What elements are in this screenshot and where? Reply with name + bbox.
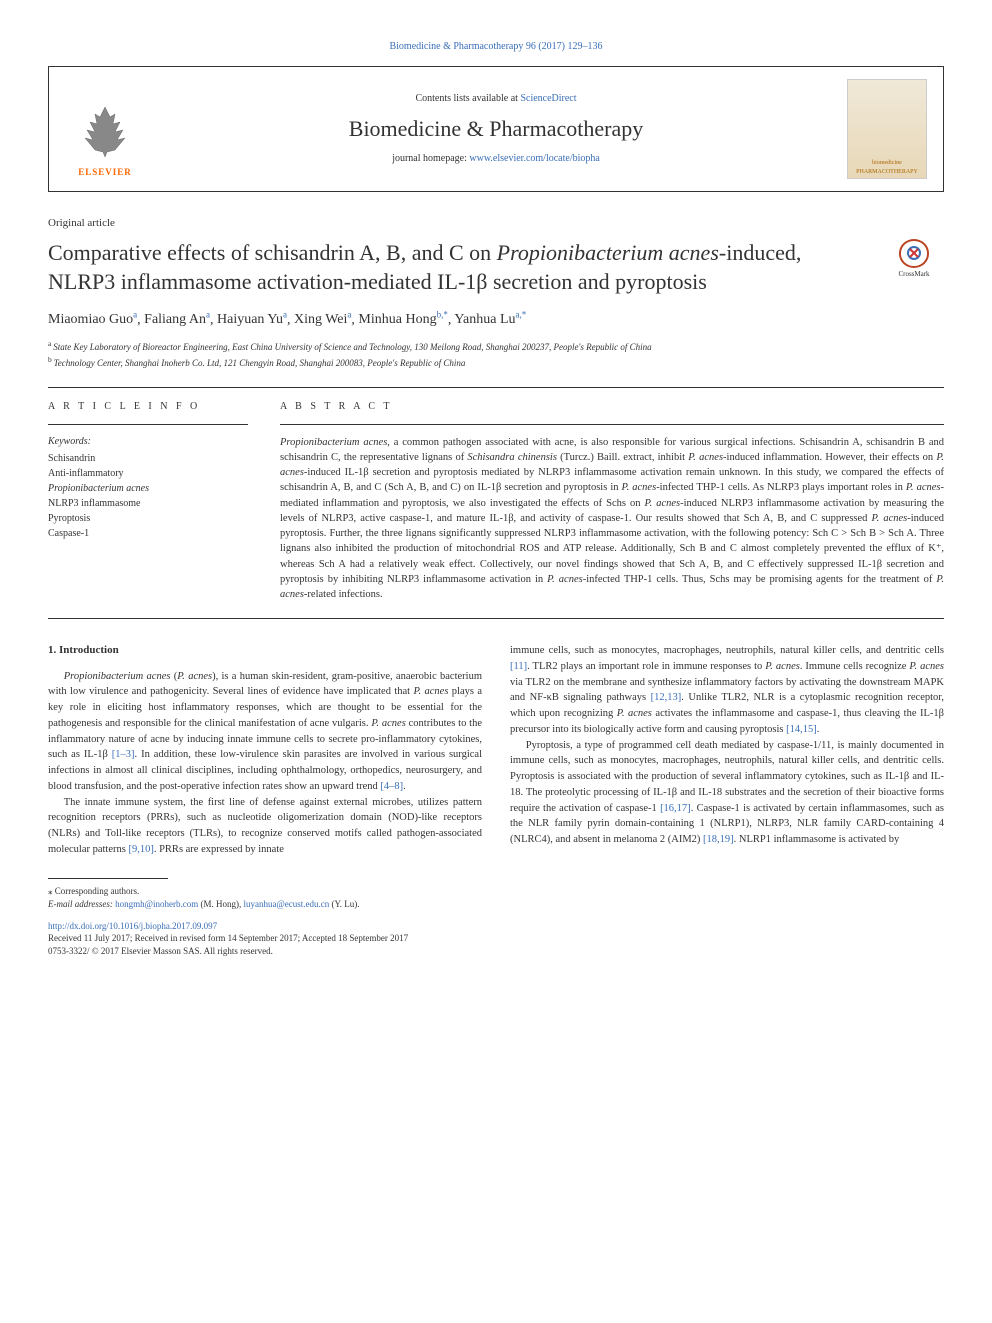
body-paragraph: The innate immune system, the first line… bbox=[48, 795, 482, 858]
body-right-col: immune cells, such as monocytes, macroph… bbox=[510, 643, 944, 857]
left-paragraphs: Propionibacterium acnes (P. acnes), is a… bbox=[48, 669, 482, 858]
author: Haiyuan Yua bbox=[217, 312, 287, 327]
abstract-col: A B S T R A C T Propionibacterium acnes,… bbox=[280, 400, 944, 602]
top-reference-line: Biomedicine & Pharmacotherapy 96 (2017) … bbox=[48, 40, 944, 54]
doi-line: http://dx.doi.org/10.1016/j.biopha.2017.… bbox=[48, 920, 944, 933]
author: Faliang Ana bbox=[144, 312, 210, 327]
article-info-col: A R T I C L E I N F O Keywords: Schisand… bbox=[48, 400, 248, 602]
article-info-heading: A R T I C L E I N F O bbox=[48, 400, 248, 414]
crossmark-badge[interactable]: CrossMark bbox=[884, 239, 944, 279]
footer-block: ⁎ Corresponding authors. E-mail addresse… bbox=[48, 885, 944, 912]
abstract-text: Propionibacterium acnes, a common pathog… bbox=[280, 435, 944, 602]
contents-prefix: Contents lists available at bbox=[415, 93, 520, 104]
article-title: Comparative effects of schisandrin A, B,… bbox=[48, 239, 868, 296]
copyright-line: 0753-3322/ © 2017 Elsevier Masson SAS. A… bbox=[48, 945, 944, 958]
authors-line: Miaomiao Guoa, Faliang Ana, Haiyuan Yua,… bbox=[48, 309, 944, 330]
journal-header-box: ELSEVIER Contents lists available at Sci… bbox=[48, 66, 944, 192]
doi-link[interactable]: http://dx.doi.org/10.1016/j.biopha.2017.… bbox=[48, 921, 217, 931]
email-line: E-mail addresses: hongmh@inoherb.com (M.… bbox=[48, 898, 944, 912]
keyword: Schisandrin bbox=[48, 451, 248, 466]
sciencedirect-link[interactable]: ScienceDirect bbox=[520, 93, 576, 104]
affiliation: a State Key Laboratory of Bioreactor Eng… bbox=[48, 338, 944, 355]
author: Xing Weia bbox=[294, 312, 351, 327]
corresponding-label: ⁎ Corresponding authors. bbox=[48, 885, 944, 899]
keywords-label: Keywords: bbox=[48, 435, 248, 449]
footer-rule bbox=[48, 878, 168, 879]
author: Miaomiao Guoa bbox=[48, 312, 137, 327]
keyword: Pyroptosis bbox=[48, 511, 248, 526]
keyword: Caspase-1 bbox=[48, 526, 248, 541]
info-rule bbox=[48, 424, 248, 425]
intro-heading: 1. Introduction bbox=[48, 643, 482, 658]
abstract-rule bbox=[280, 424, 944, 425]
journal-name: Biomedicine & Pharmacotherapy bbox=[145, 114, 847, 145]
affiliations: a State Key Laboratory of Bioreactor Eng… bbox=[48, 338, 944, 371]
email-link[interactable]: luyanhua@ecust.edu.cn bbox=[243, 899, 329, 909]
body-paragraph: Pyroptosis, a type of programmed cell de… bbox=[510, 738, 944, 848]
crossmark-label: CrossMark bbox=[898, 270, 929, 280]
received-line: Received 11 July 2017; Received in revis… bbox=[48, 932, 944, 945]
email-label: E-mail addresses: bbox=[48, 899, 115, 909]
elsevier-label: ELSEVIER bbox=[78, 166, 132, 179]
email-link[interactable]: hongmh@inoherb.com bbox=[115, 899, 198, 909]
body-paragraph: Propionibacterium acnes (P. acnes), is a… bbox=[48, 669, 482, 795]
section-rule-lower bbox=[48, 618, 944, 619]
homepage-line: journal homepage: www.elsevier.com/locat… bbox=[145, 152, 847, 166]
keyword: Anti-inflammatory bbox=[48, 466, 248, 481]
abstract-heading: A B S T R A C T bbox=[280, 400, 944, 414]
keyword: Propionibacterium acnes bbox=[48, 481, 248, 496]
article-type: Original article bbox=[48, 216, 944, 231]
journal-cover-thumb: biomedicine PHARMACOTHERAPY bbox=[847, 79, 927, 179]
right-paragraphs: immune cells, such as monocytes, macroph… bbox=[510, 643, 944, 848]
author: Yanhua Lua,* bbox=[454, 312, 526, 327]
affiliation: b Technology Center, Shanghai Inoherb Co… bbox=[48, 354, 944, 371]
elsevier-logo: ELSEVIER bbox=[65, 79, 145, 179]
header-center: Contents lists available at ScienceDirec… bbox=[145, 92, 847, 167]
author: Minhua Hongb,* bbox=[358, 312, 447, 327]
cover-label: biomedicine PHARMACOTHERAPY bbox=[854, 157, 920, 178]
homepage-link[interactable]: www.elsevier.com/locate/biopha bbox=[469, 153, 599, 164]
crossmark-icon bbox=[899, 239, 929, 267]
homepage-prefix: journal homepage: bbox=[392, 153, 469, 164]
body-left-col: 1. Introduction Propionibacterium acnes … bbox=[48, 643, 482, 857]
keyword: NLRP3 inflammasome bbox=[48, 496, 248, 511]
contents-line: Contents lists available at ScienceDirec… bbox=[145, 92, 847, 106]
section-rule bbox=[48, 387, 944, 388]
body-paragraph: immune cells, such as monocytes, macroph… bbox=[510, 643, 944, 738]
keywords-list: SchisandrinAnti-inflammatoryPropionibact… bbox=[48, 451, 248, 541]
elsevier-tree-icon bbox=[75, 102, 135, 162]
